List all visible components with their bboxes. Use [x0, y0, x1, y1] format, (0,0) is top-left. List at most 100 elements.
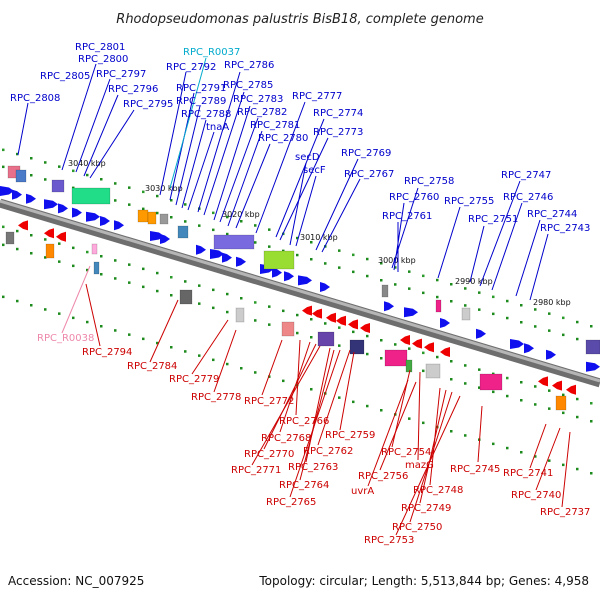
guide-dot: [464, 364, 467, 367]
guide-dot: [72, 169, 75, 173]
leader-line: [75, 78, 111, 173]
guide-dot: [366, 334, 369, 338]
gene-label: RPC_2768: [261, 433, 311, 444]
forward-gene-arrow: [384, 301, 394, 312]
leader-line: [479, 180, 521, 287]
gene-label: mazG: [405, 460, 434, 471]
guide-dot: [478, 386, 481, 389]
guide-dot: [310, 388, 313, 391]
gene-label: RPC_2760: [389, 192, 439, 203]
leader-line: [187, 131, 215, 211]
guide-dot: [226, 215, 229, 219]
guide-dot: [338, 344, 341, 347]
forward-gene-arrow: [0, 186, 14, 196]
guide-dot: [156, 194, 159, 198]
ruler-label: 3030 kbp: [145, 184, 183, 193]
gene-box: [317, 331, 335, 347]
guide-dot: [114, 199, 117, 202]
guide-dot: [2, 148, 5, 152]
guide-dot: [170, 216, 173, 219]
gene-box: [71, 187, 111, 205]
gene-label: RPC_2750: [392, 522, 442, 533]
guide-dot: [562, 316, 565, 320]
guide-dot: [100, 178, 103, 181]
guide-dot: [254, 319, 257, 322]
guide-dot: [184, 203, 187, 206]
forward-gene-arrow: [272, 267, 282, 278]
guide-dot: [310, 258, 313, 261]
gene-label: RPC_2767: [344, 169, 394, 180]
gene-label: secD: [295, 152, 320, 163]
rrna-label: RPC_R0038: [37, 333, 94, 344]
guide-dot: [436, 278, 439, 282]
guide-dot: [450, 430, 453, 433]
guide-dot: [548, 389, 551, 392]
guide-dot: [128, 333, 131, 336]
leader-line: [317, 349, 351, 446]
reverse-gene-arrow: [412, 338, 422, 349]
guide-dot: [590, 402, 593, 405]
gene-box: [137, 209, 149, 223]
guide-dot: [478, 308, 481, 311]
leader-line: [279, 137, 329, 241]
leader-line: [61, 265, 91, 334]
gene-label: RPC_2794: [82, 347, 132, 358]
guide-dot: [44, 308, 47, 311]
guide-dot: [436, 355, 439, 359]
guide-dot: [100, 255, 103, 258]
gene-box: [435, 299, 442, 313]
gene-label: RPC_2755: [444, 196, 494, 207]
forward-gene-arrow: [440, 318, 450, 328]
guide-dot: [492, 442, 495, 446]
guide-dot: [520, 321, 523, 324]
guide-dot: [268, 323, 271, 326]
guide-dot: [170, 294, 173, 297]
ruler-label: 3010 kbp: [300, 233, 338, 242]
guide-dot: [268, 305, 271, 308]
leader-line: [289, 162, 307, 246]
guide-dot: [576, 397, 579, 401]
gene-label: RPC_2801: [75, 42, 125, 53]
forward-gene-arrow: [58, 203, 68, 214]
gene-label: RPC_2792: [166, 62, 216, 73]
guide-dot: [128, 186, 131, 189]
leader-line: [17, 102, 29, 156]
guide-dot: [380, 262, 383, 265]
forward-gene-arrow: [510, 339, 524, 349]
guide-dot: [562, 393, 565, 397]
reverse-gene-arrow: [56, 231, 66, 242]
guide-dot: [506, 316, 509, 320]
leader-line: [255, 101, 306, 234]
gene-label: RPC_2761: [382, 211, 432, 222]
forward-gene-arrow: [26, 193, 36, 204]
leader-line: [469, 225, 485, 283]
guide-dot: [576, 337, 579, 341]
guide-dot: [114, 259, 117, 262]
guide-dot: [394, 343, 397, 346]
gene-label: RPC_2795: [123, 99, 173, 110]
gene-box: [479, 373, 503, 391]
leader-line: [275, 118, 325, 238]
guide-dot: [520, 304, 523, 307]
leader-line: [477, 405, 483, 463]
guide-dot: [2, 295, 5, 299]
gene-label: RPC_2753: [364, 535, 414, 546]
leader-line: [315, 158, 359, 251]
gene-box: [91, 243, 98, 255]
guide-dot: [156, 211, 159, 215]
guide-dot: [212, 228, 215, 232]
gene-label: RPC_2749: [401, 503, 451, 514]
gene-label: RPC_2756: [358, 471, 408, 482]
guide-dot: [366, 274, 369, 278]
leader-line: [197, 71, 241, 213]
forward-gene-arrow: [72, 207, 82, 218]
guide-dot: [506, 376, 509, 380]
gene-label: RPC_2740: [511, 490, 561, 501]
guide-dot: [534, 325, 537, 328]
gene-label: RPC_2785: [223, 80, 273, 91]
accession-text: Accession: NC_007925: [8, 574, 145, 588]
gene-label: RPC_2773: [313, 127, 363, 138]
guide-dot: [310, 318, 313, 321]
guide-dot: [352, 270, 355, 274]
guide-dot: [562, 463, 565, 467]
